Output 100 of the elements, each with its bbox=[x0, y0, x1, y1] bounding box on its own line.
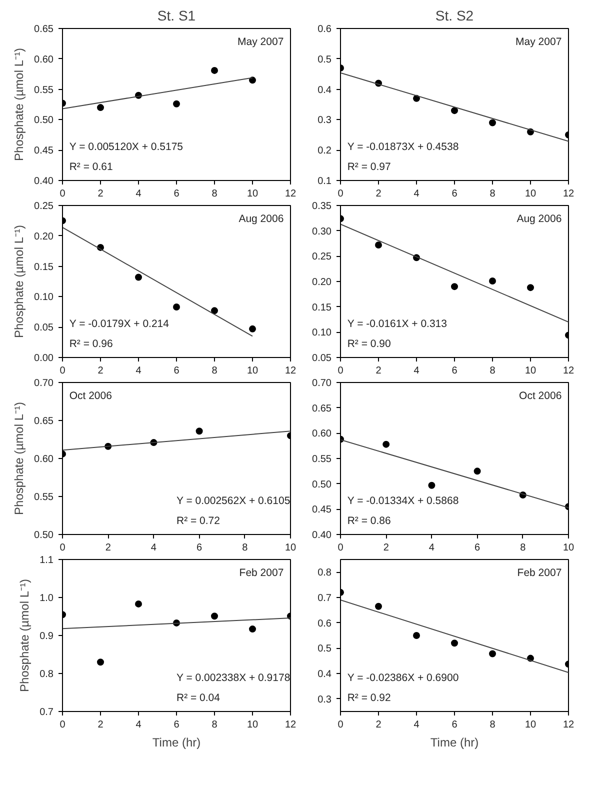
y-tick-label: 0.5 bbox=[318, 644, 332, 655]
y-axis-title: Phosphate (µmol L⁻¹) bbox=[18, 579, 32, 692]
x-tick-label: 4 bbox=[414, 188, 420, 200]
x-tick-label: 0 bbox=[338, 720, 344, 730]
y-tick-label: 0.00 bbox=[34, 353, 54, 364]
y-tick-label: 0.65 bbox=[34, 416, 54, 427]
x-axis-title: Time (hr) bbox=[152, 736, 201, 750]
x-tick-label: 12 bbox=[284, 366, 296, 376]
x-tick-label: 0 bbox=[338, 366, 344, 376]
x-tick-label: 10 bbox=[246, 720, 258, 730]
y-tick-label: 0.55 bbox=[34, 84, 54, 96]
annotation: R² = 0.61 bbox=[69, 160, 113, 173]
x-tick-label: 6 bbox=[452, 188, 458, 200]
y-tick-label: 0.40 bbox=[34, 176, 54, 187]
annotation: Feb 2007 bbox=[517, 567, 562, 580]
y-tick-label: 0.15 bbox=[34, 262, 54, 273]
y-tick-label: 0.4 bbox=[318, 669, 332, 680]
y-tick-label: 0.60 bbox=[34, 454, 54, 465]
y-tick-label: 0.70 bbox=[34, 378, 54, 389]
y-tick-label: 0.25 bbox=[312, 252, 332, 263]
y-tick-label: 0.60 bbox=[34, 54, 54, 66]
x-tick-label: 10 bbox=[524, 366, 536, 376]
x-axis-title: Time (hr) bbox=[430, 736, 479, 750]
y-tick-label: 0.3 bbox=[318, 694, 332, 706]
annotation: Feb 2007 bbox=[239, 567, 284, 580]
y-tick-label: 0.70 bbox=[312, 378, 332, 389]
x-tick-label: 8 bbox=[520, 542, 526, 554]
y-tick-label: 1.1 bbox=[40, 555, 54, 566]
x-tick-label: 12 bbox=[562, 366, 574, 376]
chart-title: St. S1 bbox=[157, 8, 196, 24]
y-tick-label: 0.65 bbox=[312, 403, 332, 414]
x-tick-label: 8 bbox=[212, 366, 218, 376]
y-tick-label: 0.15 bbox=[312, 302, 332, 314]
annotation: R² = 0.72 bbox=[176, 514, 220, 527]
x-tick-label: 8 bbox=[490, 720, 496, 730]
y-tick-label: 0.10 bbox=[312, 328, 332, 339]
x-tick-label: 2 bbox=[376, 366, 382, 376]
x-tick-label: 0 bbox=[60, 542, 66, 554]
y-tick-label: 0.05 bbox=[34, 322, 54, 334]
annotation: R² = 0.92 bbox=[347, 692, 391, 704]
annotation: Y = -0.0179X + 0.214 bbox=[69, 318, 170, 330]
x-tick-label: 2 bbox=[376, 188, 382, 200]
x-tick-label: 8 bbox=[212, 720, 218, 730]
x-tick-label: 0 bbox=[338, 188, 344, 200]
annotation: Y = 0.002562X + 0.6105 bbox=[176, 495, 290, 508]
y-tick-label: 0.45 bbox=[34, 146, 54, 157]
y-tick-label: 0.10 bbox=[34, 292, 54, 304]
y-tick-label: 0.30 bbox=[312, 226, 332, 238]
y-axis-title: Phosphate (µmol L⁻¹) bbox=[12, 48, 26, 161]
x-tick-label: 12 bbox=[562, 720, 574, 730]
y-tick-label: 0.6 bbox=[318, 24, 332, 35]
y-tick-label: 0.50 bbox=[34, 115, 54, 126]
annotation: May 2007 bbox=[516, 36, 562, 48]
y-tick-label: 0.5 bbox=[318, 54, 332, 66]
y-tick-label: 0.8 bbox=[318, 568, 332, 579]
x-tick-label: 6 bbox=[452, 720, 458, 730]
y-tick-label: 0.20 bbox=[34, 231, 54, 242]
y-tick-label: 0.60 bbox=[312, 428, 332, 440]
x-tick-label: 4 bbox=[136, 720, 142, 730]
x-tick-label: 6 bbox=[196, 542, 203, 554]
y-tick-label: 0.20 bbox=[312, 277, 332, 288]
annotation: R² = 0.97 bbox=[347, 160, 391, 173]
x-tick-label: 0 bbox=[60, 366, 66, 376]
y-tick-label: 0.05 bbox=[312, 353, 332, 364]
x-tick-label: 4 bbox=[150, 542, 157, 554]
annotation: Aug 2006 bbox=[516, 213, 562, 226]
y-tick-label: 0.9 bbox=[40, 631, 54, 642]
x-tick-label: 4 bbox=[136, 188, 142, 200]
x-tick-label: 10 bbox=[524, 720, 536, 730]
x-tick-label: 10 bbox=[524, 188, 536, 200]
y-tick-label: 0.65 bbox=[34, 24, 54, 35]
annotation: Y = -0.0161X + 0.313 bbox=[347, 318, 448, 330]
y-tick-label: 0.8 bbox=[40, 669, 54, 680]
x-tick-label: 0 bbox=[60, 720, 66, 730]
annotation: R² = 0.86 bbox=[347, 514, 391, 527]
y-tick-label: 0.45 bbox=[312, 504, 332, 516]
x-tick-label: 4 bbox=[414, 366, 420, 376]
x-tick-label: 8 bbox=[490, 188, 496, 200]
x-tick-label: 4 bbox=[136, 366, 142, 376]
y-tick-label: 0.2 bbox=[318, 146, 332, 157]
y-tick-label: 0.1 bbox=[318, 176, 332, 187]
y-tick-label: 0.7 bbox=[40, 707, 54, 718]
x-tick-label: 6 bbox=[452, 366, 458, 376]
y-tick-label: 0.25 bbox=[34, 201, 54, 212]
annotation: R² = 0.04 bbox=[176, 692, 220, 704]
y-tick-label: 0.4 bbox=[318, 84, 332, 96]
x-tick-label: 4 bbox=[414, 720, 420, 730]
x-tick-label: 2 bbox=[383, 542, 390, 554]
x-tick-label: 8 bbox=[490, 366, 496, 376]
y-axis-title: Phosphate (µmol L⁻¹) bbox=[12, 225, 26, 338]
annotation: May 2007 bbox=[238, 36, 284, 48]
x-tick-label: 12 bbox=[562, 188, 574, 200]
annotation: Oct 2006 bbox=[69, 390, 112, 402]
x-tick-label: 6 bbox=[174, 188, 180, 200]
annotation: Aug 2006 bbox=[238, 213, 284, 226]
y-tick-label: 0.6 bbox=[318, 618, 332, 630]
x-tick-label: 4 bbox=[428, 542, 435, 554]
x-tick-label: 10 bbox=[284, 542, 296, 554]
x-tick-label: 12 bbox=[284, 720, 296, 730]
x-tick-label: 10 bbox=[562, 542, 574, 554]
